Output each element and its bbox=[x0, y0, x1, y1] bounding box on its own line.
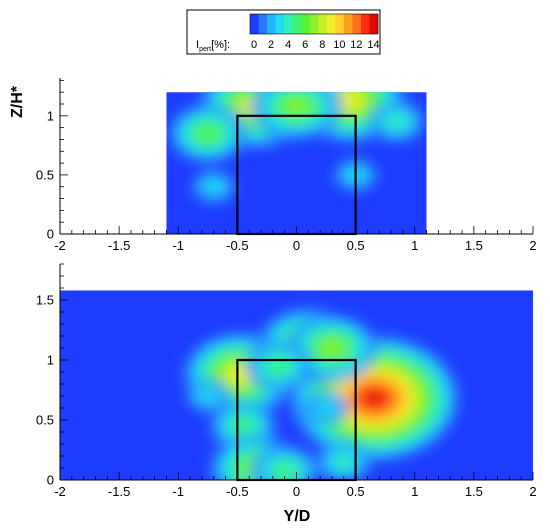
x-tick-label: 0 bbox=[293, 238, 300, 253]
x-tick-label: 2 bbox=[529, 484, 536, 499]
contour-hotspot bbox=[315, 400, 337, 416]
x-tick-label: -1 bbox=[172, 484, 184, 499]
legend-swatch bbox=[275, 14, 285, 34]
y-tick-label: 1 bbox=[47, 353, 54, 368]
legend-tick-label: 6 bbox=[302, 39, 308, 51]
legend-swatch bbox=[267, 14, 276, 34]
x-tick-label: 1 bbox=[411, 484, 418, 499]
contour-hotspot bbox=[267, 358, 290, 374]
bottom-axes: -2 -1.5 -1 -0.5 0 0.5 1 1.5 2 0 0.5 1 1.5 bbox=[36, 263, 537, 499]
contour-hotspot bbox=[197, 125, 219, 142]
legend-tick-labels: 0 2 4 6 8 10 12 14 bbox=[251, 39, 380, 51]
bottom-xlabel: Y/D bbox=[284, 508, 311, 525]
x-tick-label: 0 bbox=[293, 484, 300, 499]
x-tick-label: -1.5 bbox=[108, 238, 130, 253]
legend-swatch bbox=[284, 14, 293, 34]
top-contour-field bbox=[166, 92, 427, 234]
legend-label: Ipert[%]: bbox=[196, 39, 230, 53]
legend-swatch bbox=[301, 14, 311, 34]
legend-swatch bbox=[250, 14, 259, 34]
x-tick-label: -2 bbox=[54, 238, 66, 253]
legend-swatch bbox=[335, 14, 345, 34]
legend-tick-label: 8 bbox=[319, 39, 325, 51]
legend-tick-label: 2 bbox=[268, 39, 274, 51]
bottom-contour-field bbox=[60, 290, 533, 480]
legend-color-scale bbox=[249, 13, 379, 35]
x-tick-label: 1 bbox=[411, 238, 418, 253]
legend-tick-label: 0 bbox=[251, 39, 257, 51]
x-tick-label: 1.5 bbox=[465, 238, 483, 253]
x-tick-label: -2 bbox=[54, 484, 66, 499]
x-tick-label: -0.5 bbox=[226, 238, 248, 253]
x-tick-label: -1 bbox=[172, 238, 184, 253]
contour-hotspot bbox=[338, 92, 361, 109]
y-tick-label: 1.5 bbox=[36, 293, 54, 308]
contour-hotspot bbox=[202, 178, 225, 195]
y-tick-label: 0.5 bbox=[36, 167, 54, 182]
y-tick-label: 0 bbox=[47, 227, 54, 242]
legend-tick-label: 10 bbox=[333, 39, 345, 51]
contour-blobs bbox=[183, 308, 460, 480]
legend-swatch bbox=[318, 14, 328, 34]
legend-swatch bbox=[369, 14, 379, 34]
top-axes: -2 -1.5 -1 -0.5 0 0.5 1 1.5 2 0 0.5 1 bbox=[36, 78, 537, 253]
legend-swatch bbox=[258, 14, 268, 34]
x-tick-label: -0.5 bbox=[226, 484, 248, 499]
contour-hotspot bbox=[232, 418, 255, 434]
contour-hotspot bbox=[228, 366, 251, 383]
legend-swatch bbox=[343, 14, 353, 34]
x-tick-label: 0.5 bbox=[347, 238, 365, 253]
contour-blobs bbox=[168, 92, 425, 204]
contour-hotspot bbox=[386, 113, 408, 130]
y-tick-label: 0 bbox=[47, 473, 54, 488]
y-tick-label: 1 bbox=[47, 108, 54, 123]
contour-hotspot bbox=[197, 388, 219, 404]
x-tick-label: 2 bbox=[529, 238, 536, 253]
bottom-panel: -2 -1.5 -1 -0.5 0 0.5 1 1.5 2 0 0.5 1 1.5 bbox=[36, 263, 537, 499]
legend-swatch bbox=[352, 14, 362, 34]
legend-tick-label: 14 bbox=[367, 39, 379, 51]
x-tick-label: -1.5 bbox=[108, 484, 130, 499]
contour-hotspot bbox=[363, 390, 386, 407]
x-tick-label: 0.5 bbox=[347, 484, 365, 499]
legend-tick-label: 12 bbox=[350, 39, 362, 51]
contour-hotspot bbox=[333, 454, 355, 470]
x-tick-label: 1.5 bbox=[465, 484, 483, 499]
colorbar-legend: Ipert[%]: 0 2 4 6 8 10 12 14 bbox=[186, 9, 381, 55]
contour-hotspot bbox=[285, 98, 308, 115]
contour-hotspot bbox=[273, 462, 296, 479]
contour-hotspot bbox=[321, 340, 343, 356]
legend-bar-border bbox=[249, 13, 379, 35]
legend-swatch bbox=[360, 14, 370, 34]
top-panel: -2 -1.5 -1 -0.5 0 0.5 1 1.5 2 0 0.5 1 bbox=[36, 78, 537, 253]
legend-swatch bbox=[292, 14, 302, 34]
top-ylabel: Z/H* bbox=[9, 85, 26, 118]
legend-swatch bbox=[309, 14, 319, 34]
legend-tick-label: 4 bbox=[285, 39, 291, 51]
y-tick-label: 0.5 bbox=[36, 413, 54, 428]
legend-swatch bbox=[326, 14, 336, 34]
